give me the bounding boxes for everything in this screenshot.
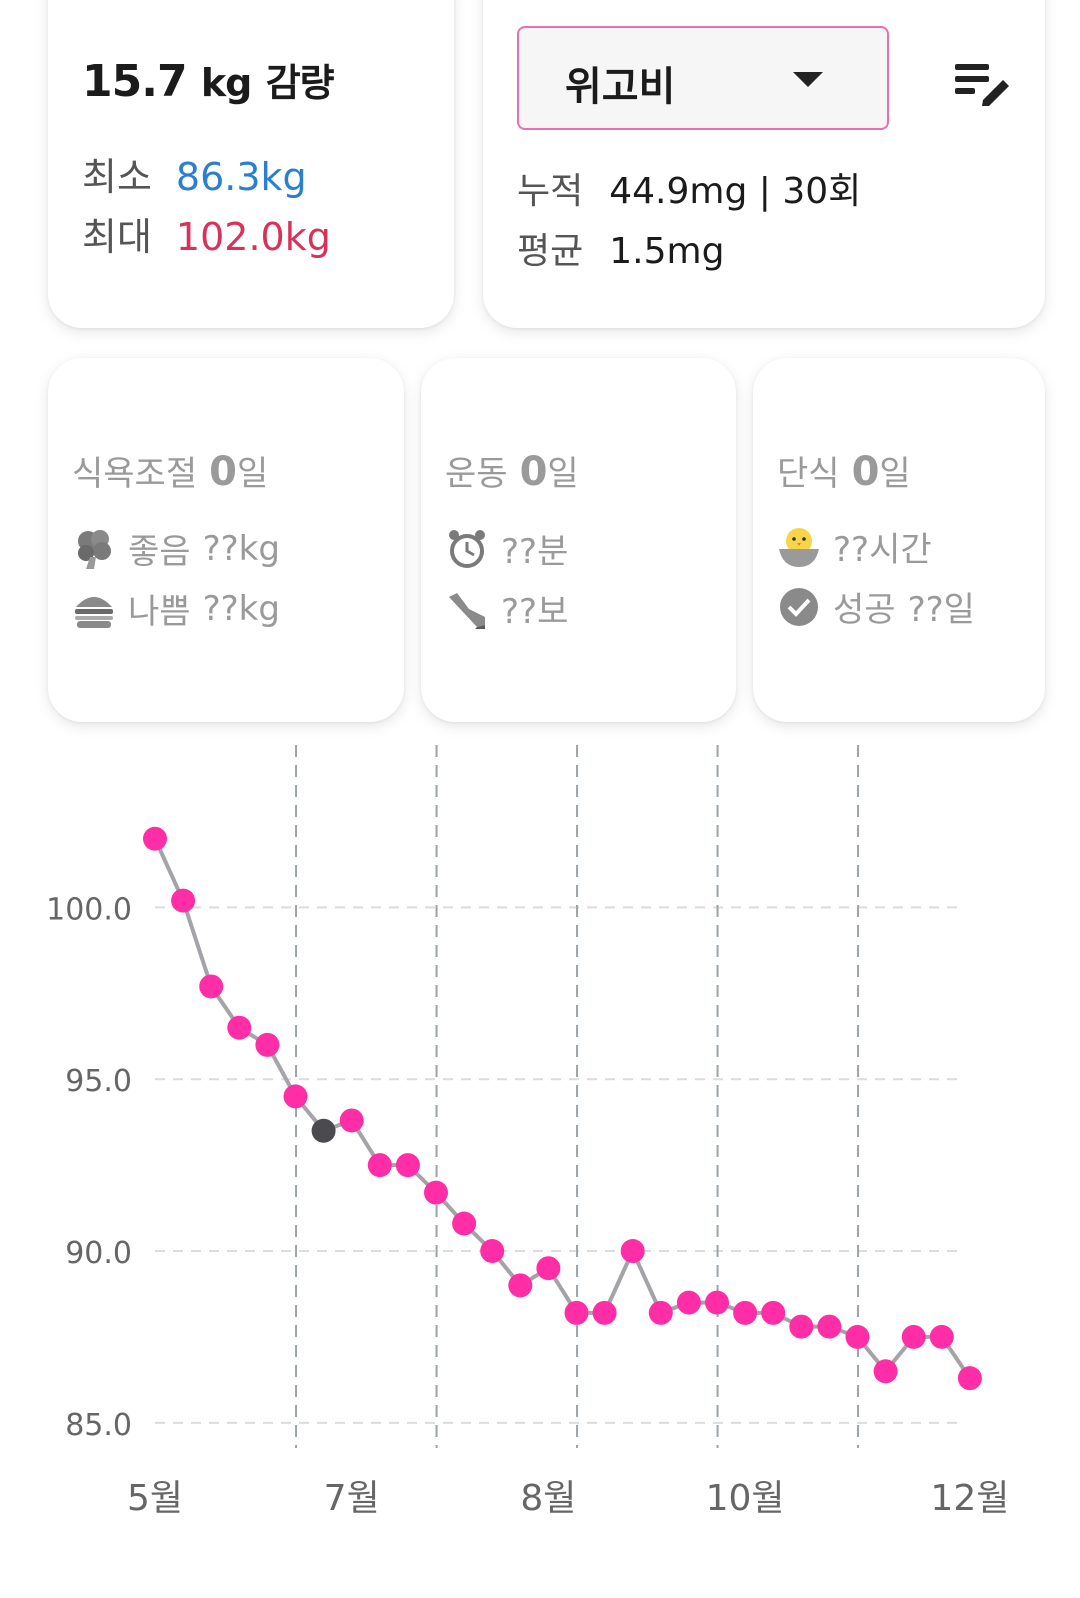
data-point[interactable]: [339, 1108, 364, 1133]
medication-selected: 위고비: [565, 64, 676, 110]
fasting-card[interactable]: 단식 0일 ??시간 성공 ??일: [753, 358, 1045, 722]
data-point[interactable]: [901, 1324, 926, 1349]
data-point[interactable]: [508, 1273, 533, 1298]
cumulative-row: 누적 44.9mg | 30회: [517, 162, 861, 214]
data-point[interactable]: [845, 1324, 870, 1349]
weight-series-line: [153, 837, 972, 1380]
data-point[interactable]: [395, 1153, 420, 1178]
max-value: 102.0kg: [175, 215, 331, 259]
data-point[interactable]: [255, 1032, 280, 1057]
data-point[interactable]: [761, 1300, 786, 1325]
exercise-card[interactable]: 운동 0일 ??분 ??보: [421, 358, 736, 722]
appetite-good-row: 좋음 ??kg: [72, 524, 280, 573]
average-row: 평균 1.5mg: [517, 222, 724, 274]
fasting-success-row: 성공 ??일: [777, 582, 975, 631]
appetite-title: 식욕조절 0일: [72, 449, 269, 495]
loss-label: 감량: [265, 61, 335, 105]
cumulative-value: 44.9mg | 30회: [609, 171, 862, 212]
weight-loss-total: 15.7 kg 감량: [82, 52, 335, 107]
exercise-steps-row: ??보: [445, 584, 568, 633]
data-point[interactable]: [452, 1211, 477, 1236]
exercise-title: 운동 0일: [445, 449, 579, 495]
y-axis-labels: 85.0 90.0 95.0 100.0: [46, 892, 132, 1442]
data-point[interactable]: [873, 1359, 898, 1384]
data-point[interactable]: [424, 1180, 448, 1205]
burger-icon: [75, 596, 113, 628]
chart-grid: [155, 745, 965, 1448]
loss-value: 15.7: [82, 56, 188, 107]
cumulative-label: 누적: [517, 171, 584, 212]
max-weight-row: 최대 102.0kg: [82, 206, 331, 261]
exercise-time-row: ??분: [445, 524, 568, 573]
weight-line-chart: 85.0 90.0 95.0 100.0 5월 7월 8월 10월 12월: [46, 745, 1009, 1519]
alarm-clock-icon: [449, 529, 485, 568]
data-point[interactable]: [480, 1239, 505, 1264]
data-point[interactable]: [648, 1300, 673, 1325]
min-label: 최소: [82, 155, 152, 199]
x-tick-label: 10월: [706, 1478, 785, 1519]
average-value: 1.5mg: [609, 231, 725, 272]
fasting-title: 단식 0일: [777, 449, 911, 495]
y-tick-label: 90.0: [65, 1236, 132, 1271]
data-point[interactable]: [592, 1300, 617, 1325]
data-point[interactable]: [620, 1239, 645, 1264]
y-tick-label: 100.0: [46, 892, 132, 927]
data-point[interactable]: [536, 1256, 561, 1281]
data-point[interactable]: [789, 1314, 814, 1339]
weight-summary-card: 15.7 kg 감량 최소 86.3kg 최대 102.0kg: [48, 0, 454, 328]
x-tick-label: 12월: [930, 1478, 1009, 1519]
average-label: 평균: [517, 231, 584, 272]
data-point[interactable]: [957, 1366, 982, 1391]
weight-points: [143, 826, 982, 1391]
min-weight-row: 최소 86.3kg: [82, 146, 307, 201]
data-point[interactable]: [283, 1084, 308, 1109]
loss-unit: kg: [200, 61, 252, 105]
fasting-hours-row: ??시간: [777, 522, 932, 571]
medication-card: 위고비 누적 44.9mg | 30회 평균 1.5mg: [483, 0, 1045, 328]
caret-down-icon: [793, 72, 823, 87]
check-circle-icon: [780, 587, 818, 626]
x-tick-label: 7월: [324, 1478, 380, 1519]
broccoli-icon: [78, 529, 111, 569]
medication-dropdown[interactable]: 위고비: [517, 26, 889, 130]
data-point[interactable]: [199, 974, 224, 999]
min-value: 86.3kg: [175, 155, 307, 199]
max-label: 최대: [82, 215, 152, 259]
appetite-card[interactable]: 식욕조절 0일 좋음 ??kg 나쁨 ??kg: [48, 358, 404, 722]
x-axis-labels: 5월 7월 8월 10월 12월: [127, 1478, 1009, 1519]
data-point[interactable]: [705, 1290, 729, 1315]
y-tick-label: 95.0: [65, 1064, 132, 1099]
data-point[interactable]: [143, 826, 167, 851]
x-tick-label: 5월: [127, 1478, 183, 1519]
selected-data-point[interactable]: [311, 1118, 336, 1143]
data-point[interactable]: [733, 1300, 758, 1325]
data-point[interactable]: [676, 1290, 701, 1315]
data-point[interactable]: [817, 1314, 842, 1339]
sneaker-icon: [449, 592, 485, 629]
data-point[interactable]: [171, 888, 196, 913]
chick-bowl-icon: [779, 527, 819, 567]
data-point[interactable]: [227, 1015, 252, 1040]
data-point[interactable]: [929, 1324, 954, 1349]
data-point[interactable]: [564, 1300, 589, 1325]
edit-list-icon[interactable]: [953, 58, 1011, 106]
x-tick-label: 8월: [520, 1478, 576, 1519]
data-point[interactable]: [367, 1153, 392, 1178]
y-tick-label: 85.0: [65, 1408, 132, 1443]
appetite-bad-row: 나쁨 ??kg: [72, 584, 280, 633]
